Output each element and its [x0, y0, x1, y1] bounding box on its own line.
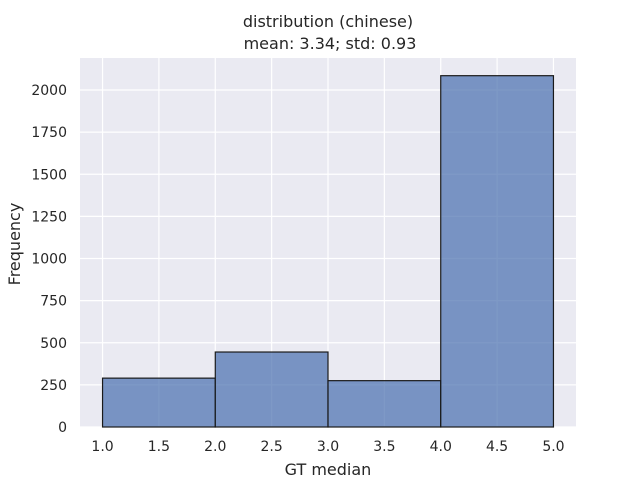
y-tick-label: 750 — [40, 294, 67, 310]
chart-title: distribution (chinese) — [243, 12, 413, 31]
x-tick-label: 3.5 — [373, 439, 395, 455]
x-axis-label: GT median — [285, 460, 372, 479]
x-tick-label: 4.0 — [430, 439, 452, 455]
histogram-bar-4 — [440, 75, 555, 428]
x-tick-label: 1.5 — [148, 439, 170, 455]
histogram-bars — [101, 75, 555, 428]
x-tick-label: 3.0 — [317, 439, 339, 455]
x-tick-labels: 1.0 1.5 2.0 2.5 3.0 3.5 4.0 4.5 5.0 — [91, 439, 564, 455]
x-tick-label: 2.0 — [204, 439, 226, 455]
x-tick-label: 2.5 — [261, 439, 283, 455]
chart-subtitle: mean: 3.34; std: 0.93 — [244, 34, 417, 53]
x-tick-label: 1.0 — [91, 439, 113, 455]
x-tick-label: 5.0 — [542, 439, 564, 455]
histogram-bar-3 — [327, 380, 442, 428]
y-tick-labels: 0 250 500 750 1000 1250 1500 1750 2000 — [31, 83, 67, 436]
y-axis-label: Frequency — [5, 203, 24, 286]
y-tick-label: 500 — [40, 336, 67, 352]
y-tick-label: 1750 — [31, 125, 67, 141]
x-tick-label: 4.5 — [486, 439, 508, 455]
histogram-bar-2 — [214, 351, 329, 428]
y-tick-label: 1500 — [31, 167, 67, 183]
y-tick-label: 1000 — [31, 252, 67, 268]
y-tick-label: 0 — [58, 420, 67, 436]
y-tick-label: 2000 — [31, 83, 67, 99]
y-tick-label: 1250 — [31, 209, 67, 225]
y-tick-label: 250 — [40, 378, 67, 394]
histogram-bar-1 — [101, 377, 216, 428]
